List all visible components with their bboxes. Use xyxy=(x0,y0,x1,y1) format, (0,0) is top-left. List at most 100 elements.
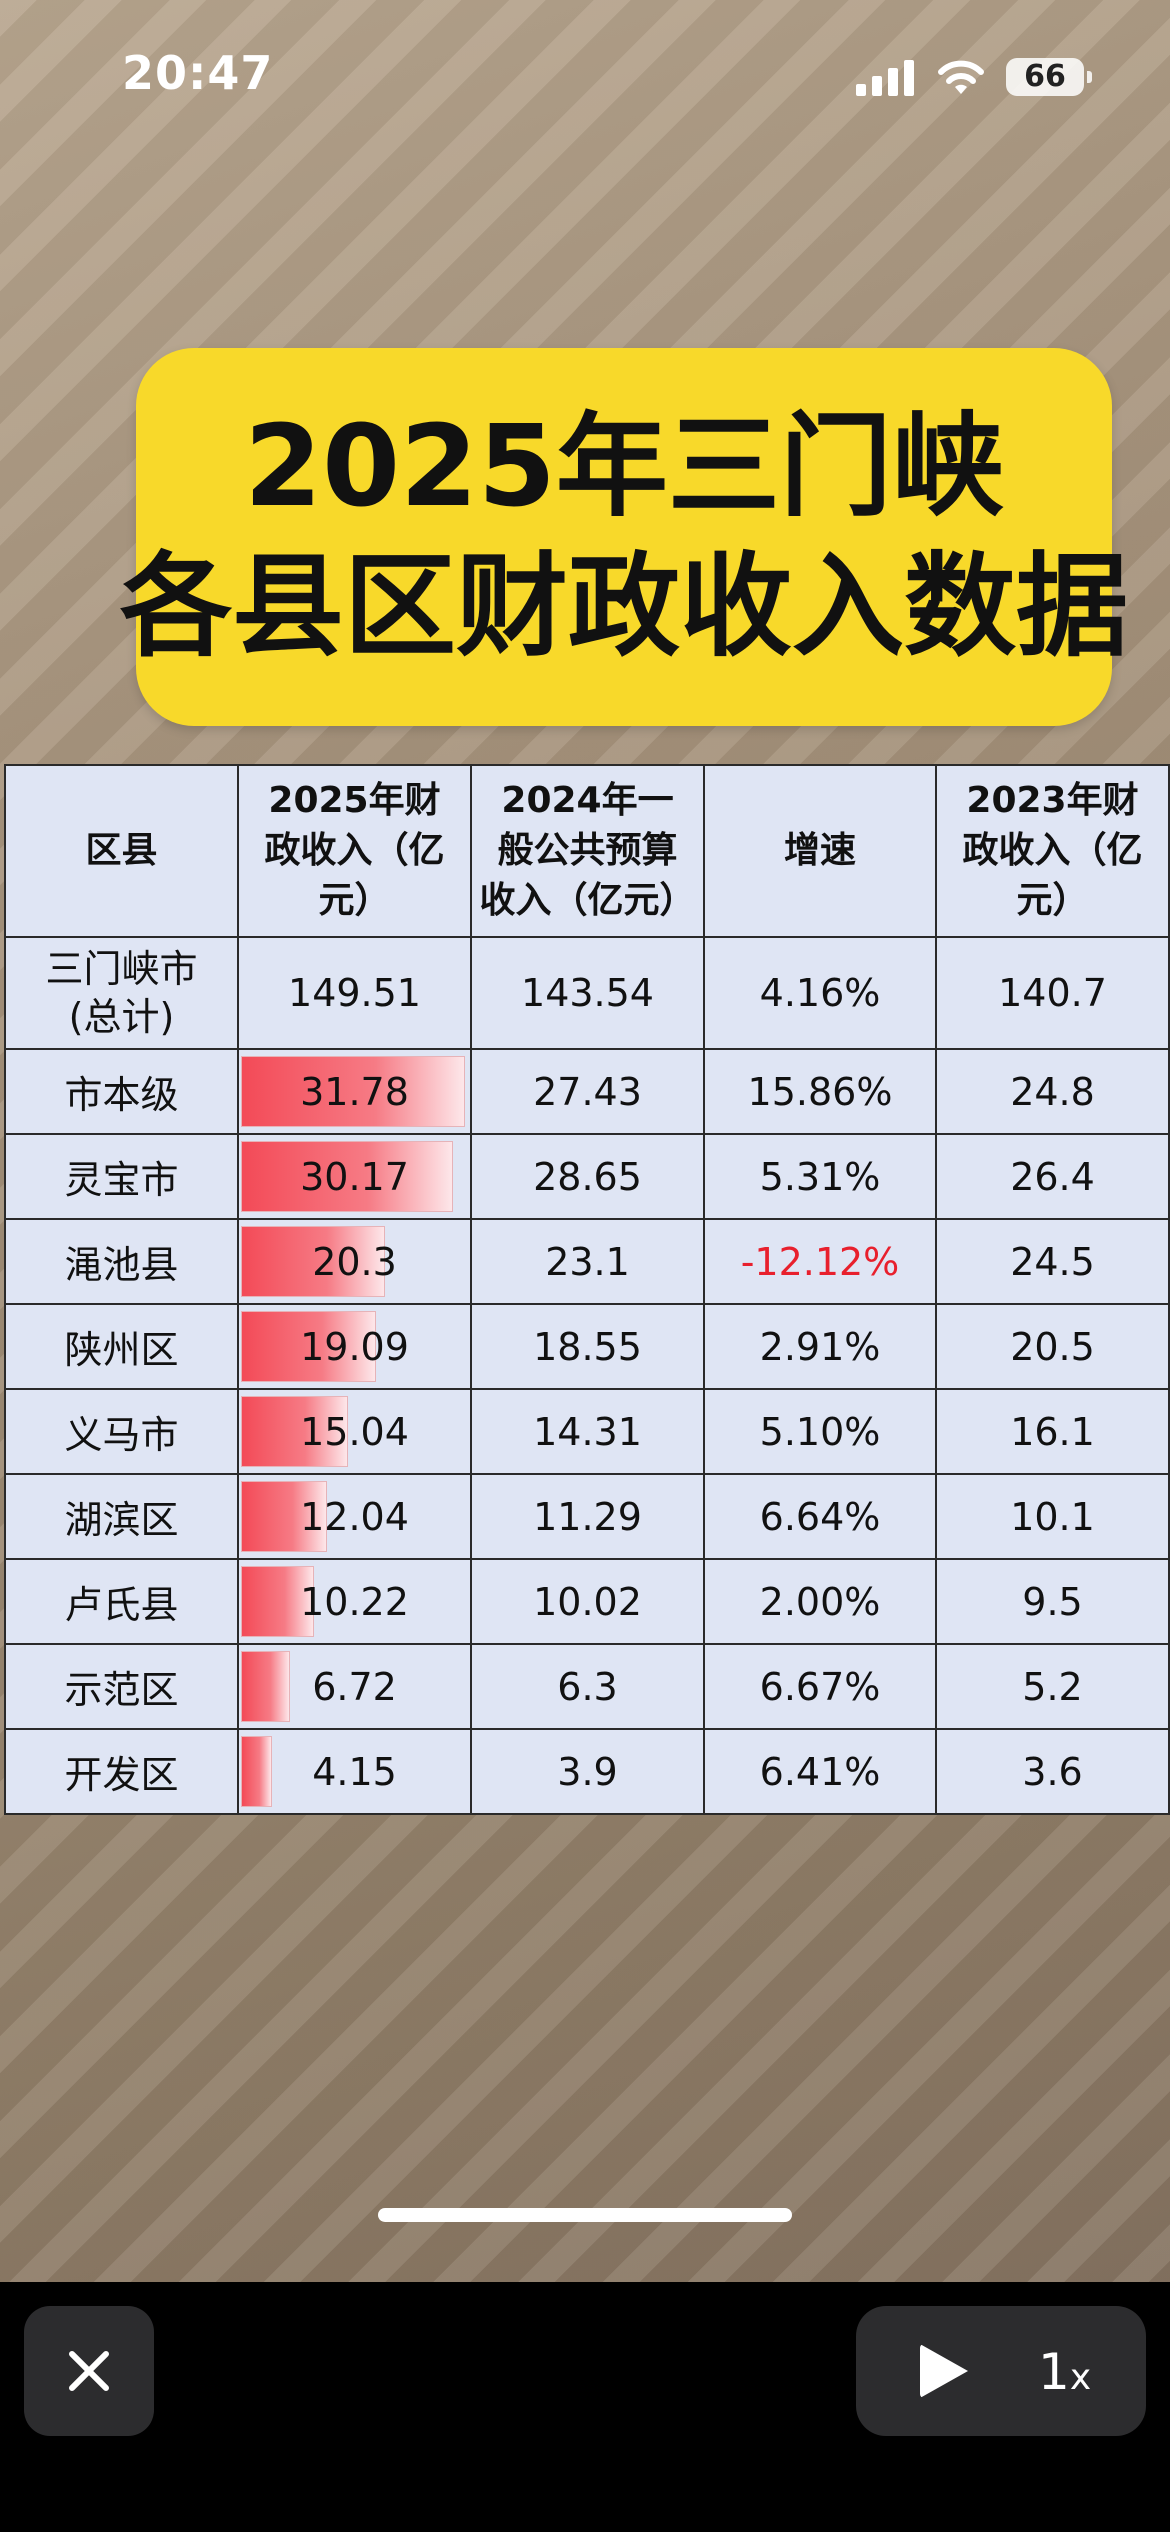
table-row: 开发区 4.15 3.9 6.41% 3.6 xyxy=(4,1728,1170,1815)
data-bar xyxy=(241,1566,315,1637)
header-rev-2025: 2025年财 政收入（亿 元） xyxy=(237,764,472,938)
viewer-toolbar: 1x xyxy=(0,2282,1170,2532)
rev-2025-value: 12.04 xyxy=(300,1494,409,1539)
rev-2024-value: 27.43 xyxy=(470,1048,705,1135)
rev-2023-value: 26.4 xyxy=(935,1133,1170,1220)
rev-2024-value: 10.02 xyxy=(470,1558,705,1645)
total-rev-2024: 143.54 xyxy=(470,936,705,1050)
rev-2025-cell: 19.09 xyxy=(237,1303,472,1390)
table-row: 陕州区 19.09 18.55 2.91% 20.5 xyxy=(4,1303,1170,1390)
growth-value: 6.41% xyxy=(703,1728,937,1815)
rev-2024-value: 18.55 xyxy=(470,1303,705,1390)
growth-value: 2.00% xyxy=(703,1558,937,1645)
speed-button[interactable]: 1x xyxy=(1038,2343,1092,2401)
rev-2023-value: 5.2 xyxy=(935,1643,1170,1730)
title-line-1: 2025年三门峡 xyxy=(244,402,1004,532)
growth-value: 2.91% xyxy=(703,1303,937,1390)
close-button[interactable] xyxy=(24,2306,154,2436)
playback-controls: 1x xyxy=(856,2306,1146,2436)
rev-2025-cell: 4.15 xyxy=(237,1728,472,1815)
rev-2023-value: 24.5 xyxy=(935,1218,1170,1305)
rev-2023-value: 10.1 xyxy=(935,1473,1170,1560)
title-banner: 2025年三门峡 各县区财政收入数据 xyxy=(120,348,1128,726)
rev-2023-value: 24.8 xyxy=(935,1048,1170,1135)
rev-2025-cell: 10.22 xyxy=(237,1558,472,1645)
rev-2024-value: 11.29 xyxy=(470,1473,705,1560)
district-name: 湖滨区 xyxy=(4,1473,239,1560)
table-row: 示范区 6.72 6.3 6.67% 5.2 xyxy=(4,1643,1170,1730)
close-icon xyxy=(69,2351,109,2391)
rev-2025-cell: 30.17 xyxy=(237,1133,472,1220)
growth-value: 6.67% xyxy=(703,1643,937,1730)
rev-2025-cell: 12.04 xyxy=(237,1473,472,1560)
data-bar xyxy=(241,1311,377,1382)
header-growth: 增速 xyxy=(703,764,937,938)
rev-2024-value: 14.31 xyxy=(470,1388,705,1475)
title-line-2: 各县区财政收入数据 xyxy=(120,542,1128,672)
data-bar xyxy=(241,1651,290,1722)
table-row: 卢氏县 10.22 10.02 2.00% 9.5 xyxy=(4,1558,1170,1645)
table-row: 市本级 31.78 27.43 15.86% 24.8 xyxy=(4,1048,1170,1135)
table-row: 渑池县 20.3 23.1 -12.12% 24.5 xyxy=(4,1218,1170,1305)
data-bar xyxy=(241,1481,328,1552)
district-name: 开发区 xyxy=(4,1728,239,1815)
rev-2025-value: 15.04 xyxy=(300,1409,409,1454)
rev-2025-value: 6.72 xyxy=(312,1664,397,1709)
battery-icon: 66 xyxy=(1006,58,1092,96)
rev-2025-value: 19.09 xyxy=(300,1324,409,1369)
header-district: 区县 xyxy=(4,764,239,938)
rev-2025-value: 30.17 xyxy=(300,1154,409,1199)
home-indicator[interactable] xyxy=(378,2208,792,2222)
cellular-signal-icon xyxy=(856,60,914,96)
district-name: 灵宝市 xyxy=(4,1133,239,1220)
rev-2023-value: 3.6 xyxy=(935,1728,1170,1815)
district-name: 市本级 xyxy=(4,1048,239,1135)
district-name: 义马市 xyxy=(4,1388,239,1475)
total-rev-2023: 140.7 xyxy=(935,936,1170,1050)
district-name: 陕州区 xyxy=(4,1303,239,1390)
status-time: 20:47 xyxy=(122,46,274,100)
district-name: 卢氏县 xyxy=(4,1558,239,1645)
total-rev-2025: 149.51 xyxy=(237,936,472,1050)
rev-2023-value: 9.5 xyxy=(935,1558,1170,1645)
table-row-total: 三门峡市 (总计) 149.51 143.54 4.16% 140.7 xyxy=(4,936,1170,1050)
rev-2025-value: 20.3 xyxy=(312,1239,397,1284)
district-name: 渑池县 xyxy=(4,1218,239,1305)
wifi-icon xyxy=(938,60,984,94)
header-rev-2024: 2024年一 般公共预算 收入（亿元） xyxy=(470,764,705,938)
growth-value: -12.12% xyxy=(703,1218,937,1305)
revenue-table: 区县 2025年财 政收入（亿 元） 2024年一 般公共预算 收入（亿元） 增速 20… xyxy=(4,764,1170,1815)
growth-value: 5.10% xyxy=(703,1388,937,1475)
table-header-row: 区县 2025年财 政收入（亿 元） 2024年一 般公共预算 收入（亿元） 增速 20… xyxy=(4,764,1170,938)
data-bar xyxy=(241,1396,348,1467)
data-bar xyxy=(241,1141,454,1212)
table-row: 湖滨区 12.04 11.29 6.64% 10.1 xyxy=(4,1473,1170,1560)
table-row: 义马市 15.04 14.31 5.10% 16.1 xyxy=(4,1388,1170,1475)
rev-2023-value: 16.1 xyxy=(935,1388,1170,1475)
total-growth: 4.16% xyxy=(703,936,937,1050)
growth-value: 5.31% xyxy=(703,1133,937,1220)
growth-value: 6.64% xyxy=(703,1473,937,1560)
rev-2024-value: 23.1 xyxy=(470,1218,705,1305)
rev-2023-value: 20.5 xyxy=(935,1303,1170,1390)
data-bar xyxy=(241,1056,465,1127)
rev-2025-cell: 31.78 xyxy=(237,1048,472,1135)
growth-value: 15.86% xyxy=(703,1048,937,1135)
rev-2025-value: 10.22 xyxy=(300,1579,409,1624)
data-bar xyxy=(241,1736,272,1807)
header-rev-2023: 2023年财 政收入（亿 元） xyxy=(935,764,1170,938)
rev-2024-value: 3.9 xyxy=(470,1728,705,1815)
rev-2024-value: 6.3 xyxy=(470,1643,705,1730)
rev-2025-cell: 20.3 xyxy=(237,1218,472,1305)
rev-2025-cell: 15.04 xyxy=(237,1388,472,1475)
status-bar: 20:47 66 xyxy=(0,0,1170,150)
table-row: 灵宝市 30.17 28.65 5.31% 26.4 xyxy=(4,1133,1170,1220)
data-bar xyxy=(241,1226,385,1297)
district-name: 示范区 xyxy=(4,1643,239,1730)
rev-2025-cell: 6.72 xyxy=(237,1643,472,1730)
play-icon[interactable] xyxy=(920,2344,968,2398)
rev-2025-value: 4.15 xyxy=(312,1749,397,1794)
total-name: 三门峡市 (总计) xyxy=(4,936,239,1050)
rev-2024-value: 28.65 xyxy=(470,1133,705,1220)
rev-2025-value: 31.78 xyxy=(300,1069,409,1114)
